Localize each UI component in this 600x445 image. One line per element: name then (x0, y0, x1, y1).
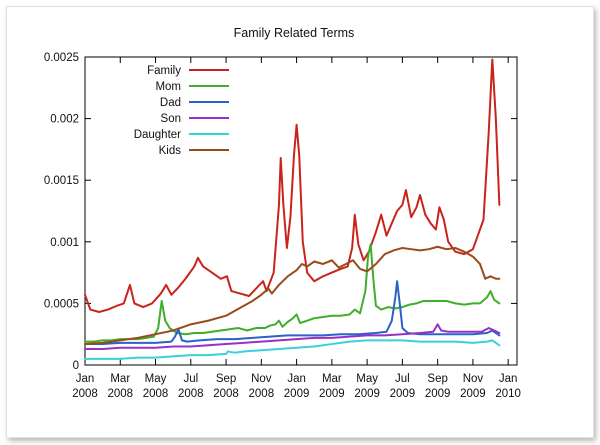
y-axis: 0 0.0005 0.001 0.0015 0.002 0.0025 (44, 52, 517, 372)
x-tick-label-year: 2009 (284, 388, 310, 400)
x-tick-label-year: 2009 (390, 388, 416, 400)
x-tick-label-year: 2010 (495, 388, 521, 400)
series-lines (84, 58, 501, 360)
series-line-family (84, 58, 501, 314)
x-tick-label-month: Mar (322, 373, 342, 385)
y-tick-label: 0.0015 (44, 175, 79, 187)
legend-label-mom: Mom (155, 81, 181, 93)
x-tick-label-year: 2009 (425, 388, 451, 400)
x-tick-label-month: Nov (251, 373, 272, 385)
x-tick-label-month: May (145, 373, 167, 385)
chart-card: Family Related Terms 0 0.0005 0.001 0.0015 0… (6, 6, 594, 438)
x-tick-label-month: Jul (183, 373, 198, 385)
y-tick-label: 0.0005 (44, 298, 79, 310)
legend-label-son: Son (161, 113, 181, 125)
legend: Family Mom Dad Son Daughter Kids (134, 65, 229, 157)
series-line-dad (84, 280, 501, 346)
x-tick-label-year: 2009 (460, 388, 486, 400)
x-tick-label-month: Jan (499, 373, 518, 385)
x-tick-label-month: Jan (76, 373, 95, 385)
x-tick-label-month: Sep (427, 373, 447, 385)
x-tick-label-month: Mar (110, 373, 130, 385)
y-tick-label: 0.002 (50, 114, 79, 126)
series-line-mom (84, 243, 501, 343)
series-line-son (84, 323, 501, 350)
x-tick-label-month: Jul (395, 373, 410, 385)
plot-area (84, 56, 518, 366)
x-tick-label-year: 2009 (354, 388, 380, 400)
plot-border (84, 56, 518, 366)
x-tick-label-month: Sep (216, 373, 236, 385)
x-tick-label-year: 2009 (319, 388, 345, 400)
y-tick-label: 0.0025 (44, 52, 79, 64)
legend-label-kids: Kids (159, 145, 182, 157)
x-tick-label-year: 2008 (143, 388, 169, 400)
x-tick-label-month: May (356, 373, 378, 385)
legend-label-family: Family (147, 65, 181, 77)
chart-title: Family Related Terms (234, 26, 355, 40)
x-tick-label-year: 2008 (107, 388, 133, 400)
series-line-kids (84, 245, 501, 346)
x-tick-label-month: Nov (463, 373, 484, 385)
legend-label-daughter: Daughter (134, 129, 181, 141)
series-line-daughter (84, 339, 501, 360)
y-tick-label: 0.001 (50, 237, 79, 249)
y-tick-label: 0 (73, 360, 79, 372)
line-chart: Family Related Terms 00.00050.0010.00150… (44, 26, 521, 400)
legend-label-dad: Dad (160, 97, 181, 109)
x-tick-label-year: 2008 (72, 388, 98, 400)
x-axis: Jan 2008 Mar 2008 May 2008 Jul 2008 Sep 2008 Nov 20… (72, 57, 521, 400)
x-tick-label-month: Jan (287, 373, 306, 385)
x-tick-label-year: 2008 (178, 388, 204, 400)
x-tick-label-year: 2008 (213, 388, 239, 400)
x-tick-label-year: 2008 (249, 388, 275, 400)
